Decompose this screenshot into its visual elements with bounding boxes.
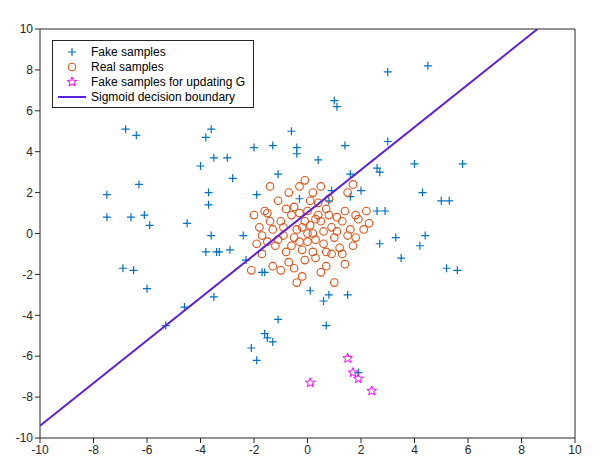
svg-text:-10: -10: [16, 431, 34, 445]
svg-text:-6: -6: [142, 443, 153, 457]
svg-text:2: 2: [358, 443, 365, 457]
svg-text:6: 6: [26, 104, 33, 118]
svg-text:4: 4: [411, 443, 418, 457]
svg-text:10: 10: [568, 443, 582, 457]
svg-text:-2: -2: [249, 443, 260, 457]
svg-text:6: 6: [465, 443, 472, 457]
svg-text:-8: -8: [22, 390, 33, 404]
html-text:Fake samples: Fake samples: [91, 44, 166, 59]
svg-text:8: 8: [518, 443, 525, 457]
svg-text:10: 10: [20, 22, 34, 36]
svg-text:8: 8: [26, 63, 33, 77]
svg-text:-4: -4: [22, 309, 33, 323]
svg-text:4: 4: [26, 145, 33, 159]
svg-text:2: 2: [26, 186, 33, 200]
svg-text:-8: -8: [88, 443, 99, 457]
svg-text:-2: -2: [22, 268, 33, 282]
svg-text:0: 0: [304, 443, 311, 457]
svg-text:-4: -4: [195, 443, 206, 457]
html-text:Real samples: Real samples: [91, 59, 164, 74]
html-text:Sigmoid decision boundary: Sigmoid decision boundary: [91, 89, 236, 104]
svg-text:0: 0: [26, 227, 33, 241]
svg-text:-10: -10: [31, 443, 49, 457]
svg-text:-6: -6: [22, 349, 33, 363]
html-text:Fake samples for updating G: Fake samples for updating G: [91, 74, 246, 89]
